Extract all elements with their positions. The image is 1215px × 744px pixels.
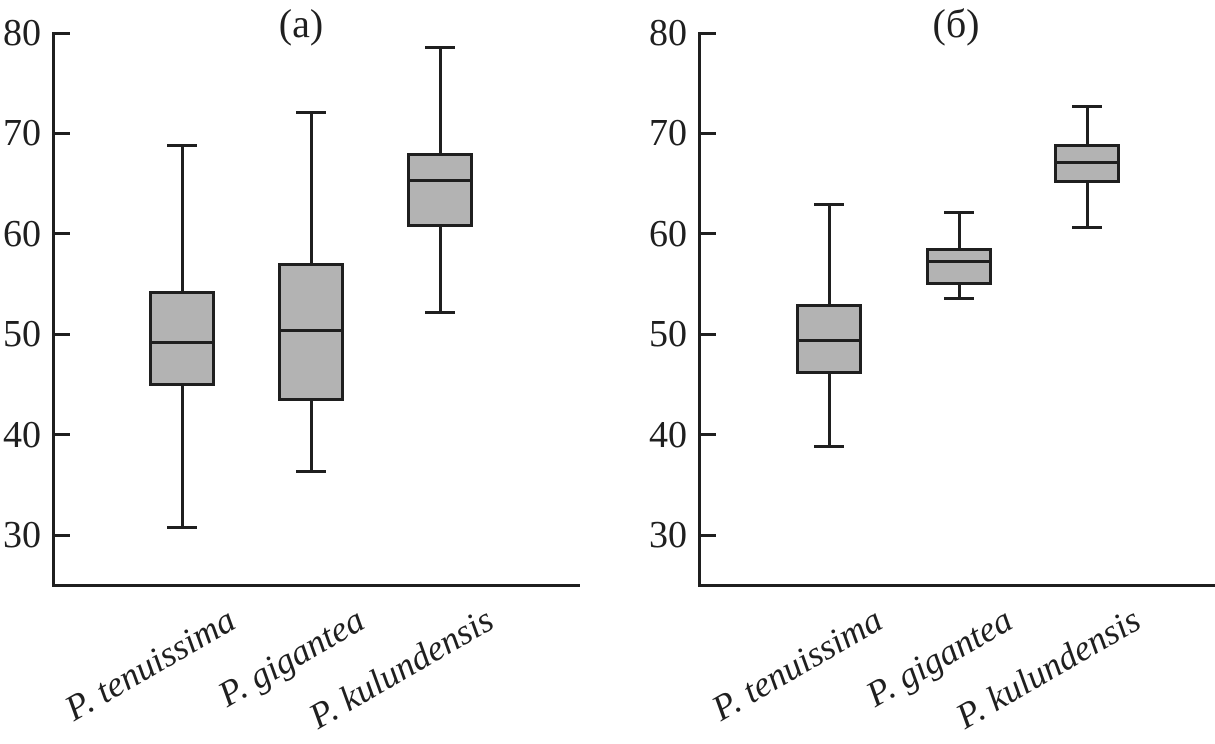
whisker-cap-top — [814, 203, 844, 207]
median-line — [278, 328, 344, 332]
panel-a-title: (а) — [278, 1, 324, 46]
whisker-cap-top — [296, 110, 326, 114]
x-axis-line — [697, 583, 1215, 587]
whisker-cap-top — [944, 211, 974, 215]
y-tick — [700, 131, 716, 135]
y-tick-label: 40 — [649, 413, 687, 456]
y-tick — [700, 433, 716, 437]
x-category-label: P. tenuissima — [704, 599, 889, 729]
whisker-cap-top — [1072, 104, 1102, 108]
whisker-cap-bottom — [1072, 226, 1102, 230]
iqr-box — [149, 291, 215, 387]
whisker-cap-bottom — [296, 470, 326, 474]
y-tick — [700, 232, 716, 236]
iqr-box — [278, 262, 344, 402]
whisker-cap-top — [425, 45, 455, 49]
y-tick — [54, 533, 70, 537]
y-tick — [700, 31, 716, 35]
y-tick — [54, 332, 70, 336]
y-tick-label: 40 — [3, 413, 41, 456]
median-line — [149, 340, 215, 344]
x-category-label: P. tenuissima — [57, 599, 242, 729]
y-axis-line — [697, 31, 701, 587]
iqr-box — [407, 153, 473, 227]
y-tick-label: 30 — [649, 514, 687, 556]
whisker-cap-bottom — [814, 445, 844, 449]
iqr-box — [926, 247, 992, 285]
y-tick-label: 60 — [649, 212, 687, 255]
y-tick — [54, 131, 70, 135]
y-tick-label: 30 — [3, 514, 41, 556]
y-tick-label: 70 — [3, 112, 41, 155]
median-line — [1054, 161, 1120, 165]
median-line — [796, 338, 862, 342]
x-axis-line — [51, 583, 580, 587]
y-tick-label: 80 — [3, 12, 41, 54]
y-tick-label: 70 — [649, 112, 687, 155]
panel-b-title: (б) — [932, 1, 980, 46]
y-tick-label: 50 — [3, 313, 41, 356]
whisker-cap-bottom — [425, 310, 455, 314]
y-tick — [700, 332, 716, 336]
y-tick — [54, 433, 70, 437]
whisker-cap-top — [167, 143, 197, 147]
y-axis-line — [51, 31, 55, 587]
median-line — [407, 179, 473, 183]
y-tick — [54, 31, 70, 35]
y-tick-label: 80 — [649, 12, 687, 54]
whisker-cap-bottom — [944, 296, 974, 300]
y-tick-label: 50 — [649, 313, 687, 356]
whisker-cap-bottom — [167, 526, 197, 530]
median-line — [926, 260, 992, 264]
y-tick-label: 60 — [3, 212, 41, 255]
y-tick — [54, 232, 70, 236]
y-tick — [700, 533, 716, 537]
